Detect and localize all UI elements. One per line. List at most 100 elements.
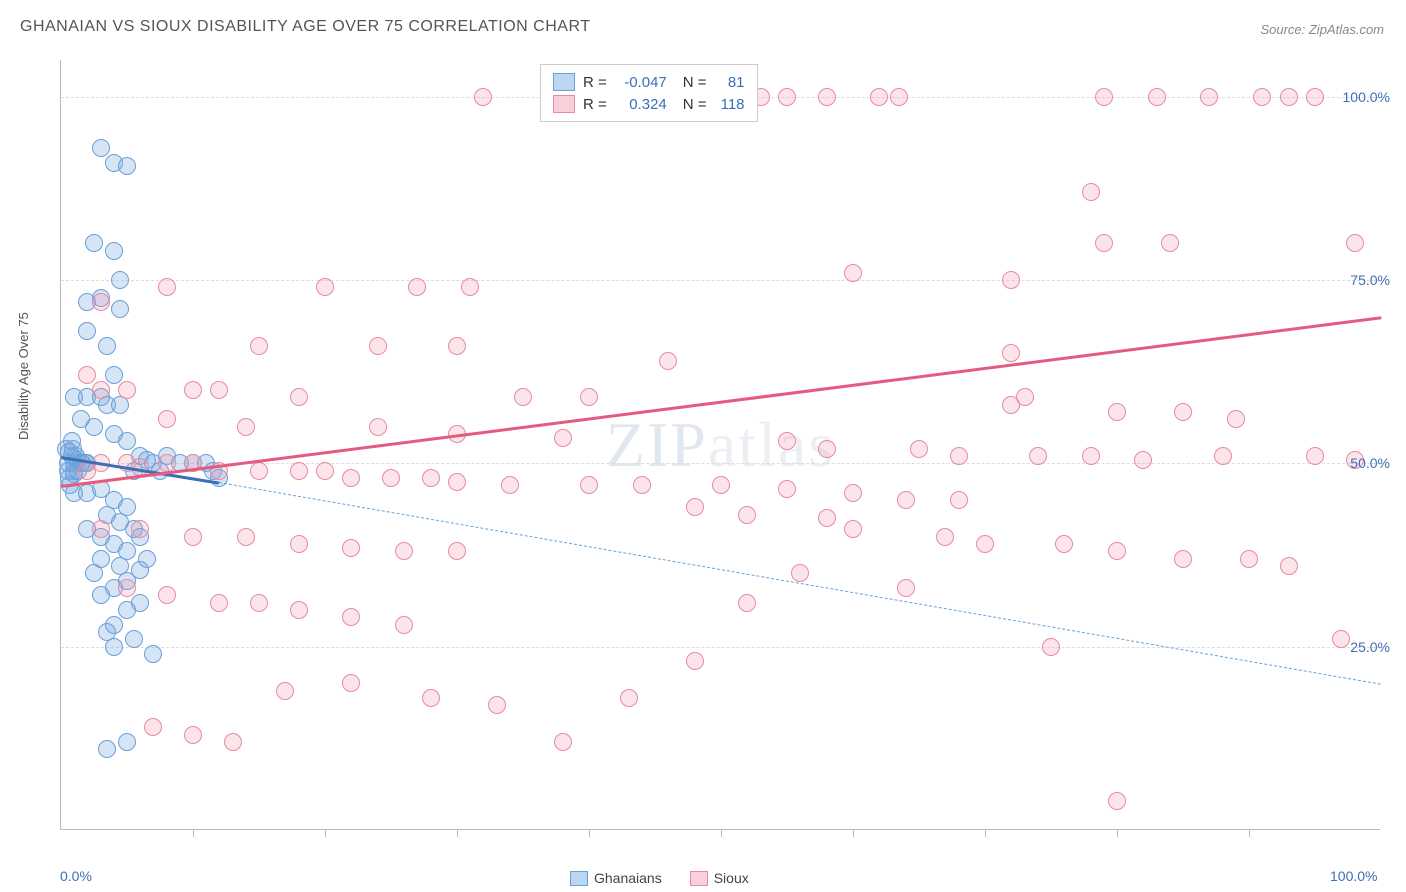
legend-r-label: R = bbox=[583, 74, 607, 91]
data-point bbox=[118, 432, 136, 450]
legend-series: Ghanaians Sioux bbox=[570, 870, 749, 886]
data-point bbox=[144, 645, 162, 663]
data-point bbox=[844, 264, 862, 282]
data-point bbox=[210, 381, 228, 399]
data-point bbox=[78, 366, 96, 384]
data-point bbox=[382, 469, 400, 487]
data-point bbox=[1200, 88, 1218, 106]
data-point bbox=[778, 480, 796, 498]
data-point bbox=[1161, 234, 1179, 252]
data-point bbox=[1332, 630, 1350, 648]
data-point bbox=[395, 616, 413, 634]
data-point bbox=[158, 278, 176, 296]
x-tick-label: 100.0% bbox=[1330, 868, 1377, 884]
legend-row: R =-0.047N =81 bbox=[553, 71, 745, 93]
data-point bbox=[474, 88, 492, 106]
data-point bbox=[1108, 792, 1126, 810]
data-point bbox=[1306, 447, 1324, 465]
data-point bbox=[237, 528, 255, 546]
data-point bbox=[448, 337, 466, 355]
data-point bbox=[85, 234, 103, 252]
data-point bbox=[316, 278, 334, 296]
data-point bbox=[1174, 403, 1192, 421]
data-point bbox=[118, 733, 136, 751]
legend-swatch bbox=[690, 871, 708, 886]
data-point bbox=[554, 733, 572, 751]
data-point bbox=[158, 410, 176, 428]
data-point bbox=[92, 381, 110, 399]
legend-label: Sioux bbox=[714, 870, 749, 886]
data-point bbox=[738, 506, 756, 524]
data-point bbox=[580, 476, 598, 494]
legend-item: Ghanaians bbox=[570, 870, 662, 886]
data-point bbox=[92, 293, 110, 311]
data-point bbox=[778, 432, 796, 450]
data-point bbox=[897, 491, 915, 509]
data-point bbox=[1134, 451, 1152, 469]
legend-row: R =0.324N =118 bbox=[553, 93, 745, 115]
data-point bbox=[936, 528, 954, 546]
x-tick bbox=[1117, 829, 1118, 837]
data-point bbox=[778, 88, 796, 106]
data-point bbox=[686, 652, 704, 670]
legend-r-label: R = bbox=[583, 96, 607, 113]
x-tick bbox=[1249, 829, 1250, 837]
data-point bbox=[125, 630, 143, 648]
data-point bbox=[738, 594, 756, 612]
data-point bbox=[580, 388, 598, 406]
data-point bbox=[890, 88, 908, 106]
data-point bbox=[1042, 638, 1060, 656]
legend-correlation: R =-0.047N =81R =0.324N =118 bbox=[540, 64, 758, 122]
data-point bbox=[369, 337, 387, 355]
data-point bbox=[1253, 88, 1271, 106]
data-point bbox=[818, 440, 836, 458]
data-point bbox=[1095, 234, 1113, 252]
watermark: ZIPatlas bbox=[606, 408, 835, 482]
data-point bbox=[105, 242, 123, 260]
data-point bbox=[342, 608, 360, 626]
data-point bbox=[910, 440, 928, 458]
data-point bbox=[237, 418, 255, 436]
y-tick-label: 100.0% bbox=[1343, 89, 1390, 105]
data-point bbox=[290, 535, 308, 553]
data-point bbox=[276, 682, 294, 700]
data-point bbox=[316, 462, 334, 480]
gridline bbox=[61, 647, 1380, 648]
gridline bbox=[61, 280, 1380, 281]
data-point bbox=[1108, 403, 1126, 421]
data-point bbox=[686, 498, 704, 516]
data-point bbox=[250, 594, 268, 612]
data-point bbox=[1108, 542, 1126, 560]
data-point bbox=[633, 476, 651, 494]
data-point bbox=[210, 594, 228, 612]
data-point bbox=[290, 462, 308, 480]
data-point bbox=[1280, 88, 1298, 106]
x-tick bbox=[853, 829, 854, 837]
data-point bbox=[950, 491, 968, 509]
data-point bbox=[395, 542, 413, 560]
data-point bbox=[63, 432, 81, 450]
data-point bbox=[448, 542, 466, 560]
y-tick-label: 50.0% bbox=[1350, 455, 1390, 471]
data-point bbox=[342, 674, 360, 692]
data-point bbox=[844, 484, 862, 502]
data-point bbox=[488, 696, 506, 714]
data-point bbox=[1174, 550, 1192, 568]
x-tick bbox=[721, 829, 722, 837]
data-point bbox=[620, 689, 638, 707]
data-point bbox=[1002, 271, 1020, 289]
data-point bbox=[1002, 344, 1020, 362]
data-point bbox=[250, 462, 268, 480]
data-point bbox=[1306, 88, 1324, 106]
data-point bbox=[514, 388, 532, 406]
data-point bbox=[1280, 557, 1298, 575]
data-point bbox=[105, 366, 123, 384]
data-point bbox=[342, 469, 360, 487]
data-point bbox=[408, 278, 426, 296]
x-tick bbox=[325, 829, 326, 837]
data-point bbox=[1055, 535, 1073, 553]
data-point bbox=[1029, 447, 1047, 465]
data-point bbox=[448, 473, 466, 491]
data-point bbox=[290, 601, 308, 619]
legend-swatch bbox=[553, 95, 575, 113]
